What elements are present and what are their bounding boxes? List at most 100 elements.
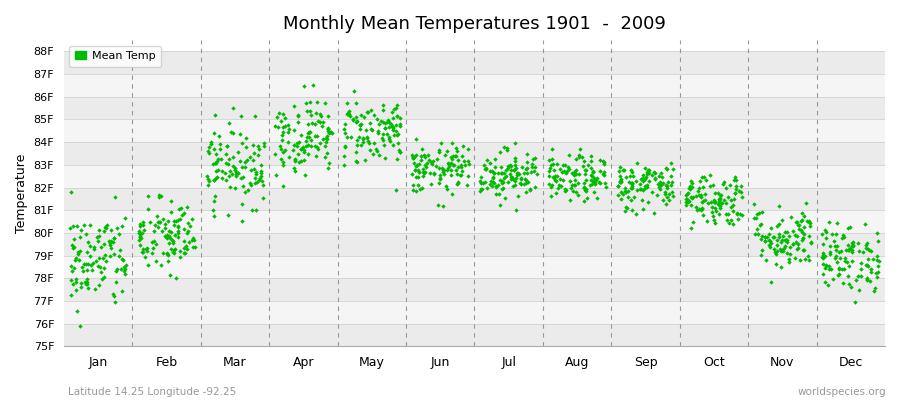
Point xyxy=(176,238,191,244)
Point xyxy=(391,140,405,146)
Point xyxy=(576,180,590,186)
Point xyxy=(175,205,189,211)
Point xyxy=(171,223,185,229)
Point xyxy=(550,161,564,167)
Point xyxy=(69,278,84,285)
Point xyxy=(495,180,509,186)
Point xyxy=(116,257,130,263)
Point xyxy=(514,176,528,182)
Point xyxy=(544,162,558,168)
Point xyxy=(782,259,796,265)
Point xyxy=(115,288,130,294)
Point xyxy=(248,174,263,181)
Point xyxy=(436,202,450,209)
Point xyxy=(730,210,744,216)
Point xyxy=(63,263,77,270)
Point xyxy=(287,156,302,163)
Point xyxy=(829,253,843,259)
Point xyxy=(642,178,656,185)
Point xyxy=(733,210,747,217)
Point xyxy=(492,149,507,156)
Point xyxy=(854,260,868,266)
Point xyxy=(547,175,562,182)
Point xyxy=(215,168,230,174)
Point xyxy=(519,151,534,157)
Point xyxy=(78,231,93,237)
Point xyxy=(76,268,90,274)
Point xyxy=(593,168,608,174)
Point xyxy=(748,231,762,237)
Point xyxy=(869,270,884,276)
Point xyxy=(226,154,240,161)
Point xyxy=(713,195,727,201)
Point xyxy=(392,115,407,122)
Point xyxy=(616,190,631,197)
Point xyxy=(364,126,379,133)
Point xyxy=(778,243,792,249)
Point xyxy=(132,232,147,239)
Point xyxy=(287,165,302,171)
Point xyxy=(613,179,627,185)
Point xyxy=(360,108,374,115)
Point xyxy=(648,175,662,181)
Point xyxy=(513,180,527,186)
Point xyxy=(426,158,440,164)
Point xyxy=(842,247,856,253)
Point xyxy=(238,164,252,170)
Point xyxy=(790,219,805,226)
Point xyxy=(487,170,501,176)
Point xyxy=(444,167,458,173)
Point xyxy=(297,147,311,154)
Point xyxy=(503,163,517,169)
Point xyxy=(316,118,330,125)
Point xyxy=(319,139,333,145)
Point xyxy=(86,244,101,250)
Point xyxy=(110,225,124,232)
Point xyxy=(494,164,508,170)
Point xyxy=(186,237,201,244)
Point xyxy=(171,234,185,240)
Point xyxy=(313,111,328,118)
Point xyxy=(819,262,833,268)
Point xyxy=(790,245,805,251)
Point xyxy=(685,180,699,186)
Point xyxy=(562,178,577,184)
Point xyxy=(133,231,148,237)
Point xyxy=(771,203,786,209)
Point xyxy=(460,182,474,188)
Point xyxy=(104,253,118,260)
Point xyxy=(832,265,847,271)
Point xyxy=(207,176,221,183)
Point xyxy=(698,197,712,204)
Point xyxy=(635,176,650,182)
Point xyxy=(291,151,305,158)
Point xyxy=(212,133,227,140)
Point xyxy=(99,258,113,264)
Point xyxy=(108,194,122,200)
Point xyxy=(346,117,360,123)
Point xyxy=(666,166,680,172)
Point xyxy=(80,281,94,287)
Point xyxy=(709,208,724,214)
Point xyxy=(389,128,403,134)
Point xyxy=(508,158,522,164)
Point xyxy=(683,225,698,231)
Point xyxy=(688,192,703,199)
Point xyxy=(526,156,540,162)
Point xyxy=(244,182,258,188)
Point xyxy=(831,271,845,278)
Point xyxy=(353,122,367,128)
Point xyxy=(728,182,742,189)
Point xyxy=(282,154,296,160)
Point xyxy=(479,166,493,173)
Point xyxy=(779,238,794,245)
Point xyxy=(255,178,269,184)
Point xyxy=(656,197,670,204)
Point xyxy=(747,215,761,221)
Point xyxy=(135,230,149,236)
Point xyxy=(711,190,725,196)
Point xyxy=(863,268,878,275)
Point xyxy=(433,174,447,181)
Point xyxy=(418,169,432,175)
Point xyxy=(164,245,178,252)
